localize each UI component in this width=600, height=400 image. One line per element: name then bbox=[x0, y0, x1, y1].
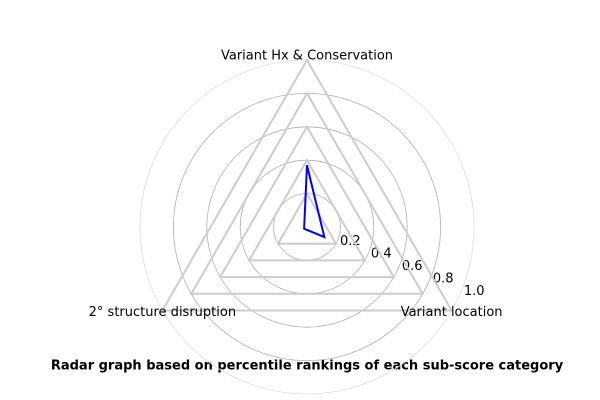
grid-polygon bbox=[160, 58, 454, 312]
grid-circle bbox=[206, 126, 408, 328]
grid-polygon bbox=[189, 91, 425, 295]
axis-label: Variant Hx & Conservation bbox=[221, 49, 393, 64]
data-line bbox=[303, 164, 326, 239]
r-tick-label: 1.0 bbox=[464, 284, 485, 299]
grid-polygon bbox=[276, 191, 338, 245]
grid-polygon bbox=[247, 158, 367, 262]
grid-polygon bbox=[218, 124, 396, 279]
grid-circle bbox=[139, 59, 475, 395]
r-tick-label: 0.8 bbox=[433, 272, 454, 287]
grid-circle bbox=[273, 193, 341, 261]
axis-label: 2° structure disruption bbox=[89, 305, 236, 320]
chart-title: Radar graph based on percentile rankings… bbox=[51, 359, 564, 374]
grid-circle bbox=[172, 92, 442, 362]
r-tick-label: 0.6 bbox=[402, 259, 423, 274]
axis-label: Variant location bbox=[401, 305, 503, 320]
